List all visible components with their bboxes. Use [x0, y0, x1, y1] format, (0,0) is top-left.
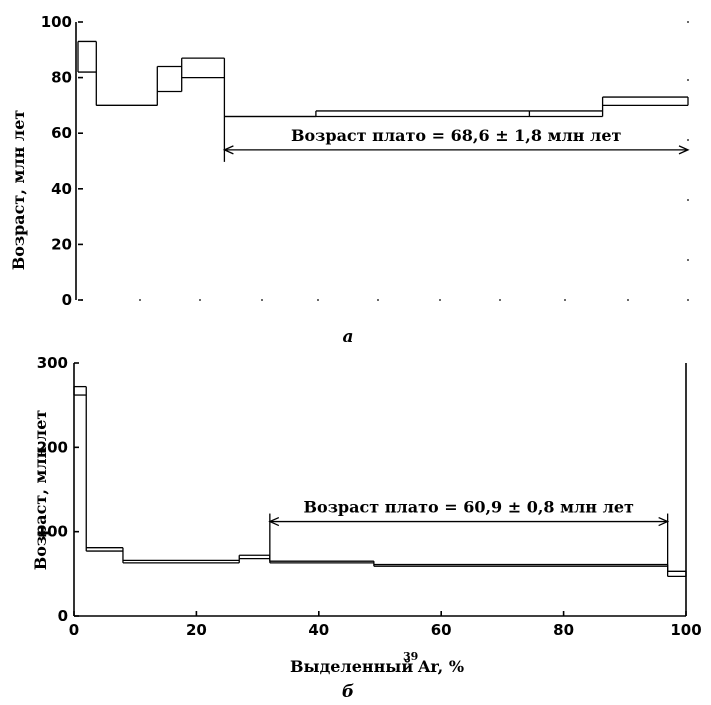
x-tick-label: 100 — [670, 621, 701, 639]
frame-dot — [627, 299, 629, 301]
plateau-arrow-right — [678, 145, 690, 155]
x-axis-label-suffix: Ar, % — [417, 657, 464, 676]
frame-dot — [377, 299, 379, 301]
step-5 — [269, 555, 374, 564]
y-tick-label: 200 — [37, 438, 68, 456]
panel-a-y-axis-label: Возраст, млн лет — [9, 110, 28, 271]
plateau-label: Возраст плато = 60,9 ± 0,8 млн лет — [304, 498, 635, 517]
y-tick-label: 40 — [51, 180, 72, 198]
plateau-label: Возраст плато = 68,6 ± 1,8 млн лет — [291, 126, 622, 145]
step-2 — [95, 41, 158, 107]
frame-dot — [499, 299, 501, 301]
step-3 — [156, 65, 182, 106]
x-tick-label: 80 — [553, 621, 574, 639]
frame-dot — [261, 299, 263, 301]
panel-a-caption: а — [342, 327, 353, 347]
y-tick-label: 20 — [51, 235, 72, 253]
frame-dot — [687, 79, 689, 81]
frame-dot — [564, 299, 566, 301]
y-tick-label: 300 — [37, 354, 68, 372]
panel-a-steps — [77, 40, 689, 118]
step-5 — [223, 58, 316, 118]
step-4 — [181, 57, 225, 92]
frame-dot — [687, 21, 689, 23]
step-1 — [77, 40, 97, 73]
step-7 — [528, 110, 603, 118]
panel-a-dotted-frame — [81, 21, 689, 301]
x-tick-label: 20 — [186, 621, 207, 639]
x-tick-label: 40 — [308, 621, 329, 639]
panel-a-plateau: Возраст плато = 68,6 ± 1,8 млн лет — [222, 116, 690, 162]
y-tick-label: 0 — [58, 607, 68, 625]
step-7 — [666, 564, 687, 578]
frame-dot — [687, 259, 689, 261]
x-tick-label: 60 — [431, 621, 452, 639]
y-tick-label: 100 — [41, 13, 72, 31]
step-6 — [373, 561, 668, 567]
step-3 — [122, 547, 240, 564]
step-4 — [238, 554, 270, 563]
panel-b: Возраст, млн лет 0 100 200 300 0 20 40 60 80 100… — [31, 354, 702, 702]
panel-a: Возраст, млн лет 0 20 40 60 80 100 Возраст пл… — [9, 13, 690, 347]
panel-a-y-ticks: 0 20 40 60 80 100 — [41, 13, 83, 309]
frame-dot — [687, 299, 689, 301]
step-1 — [73, 385, 87, 396]
y-tick-label: 80 — [51, 69, 72, 87]
frame-dot — [81, 299, 83, 301]
frame-dot — [199, 299, 201, 301]
frame-dot — [439, 299, 441, 301]
step-6 — [315, 110, 530, 118]
y-tick-label: 0 — [62, 291, 72, 309]
panel-b-y-axis-label: Возраст, млн лет — [31, 410, 50, 571]
panel-b-x-ticks: 0 20 40 60 80 100 — [69, 611, 702, 639]
panel-b-plateau: Возраст плато = 60,9 ± 0,8 млн лет — [268, 498, 670, 572]
y-tick-label: 60 — [51, 124, 72, 142]
panel-b-steps — [73, 385, 687, 578]
x-axis-label-isotope: 39 — [403, 650, 418, 663]
frame-dot — [317, 299, 319, 301]
panel-b-x-axis-label: Выделенный — [290, 657, 413, 676]
frame-dot — [687, 199, 689, 201]
y-tick-label: 100 — [37, 523, 68, 541]
panel-b-caption: б — [342, 682, 354, 702]
x-tick-label: 0 — [69, 621, 79, 639]
x-axis-label-prefix: Выделенный — [290, 657, 413, 676]
frame-dot — [139, 299, 141, 301]
frame-dot — [687, 139, 689, 141]
panel-b-y-ticks: 0 100 200 300 — [37, 354, 79, 625]
step-2 — [85, 386, 123, 552]
step-8 — [601, 96, 689, 117]
